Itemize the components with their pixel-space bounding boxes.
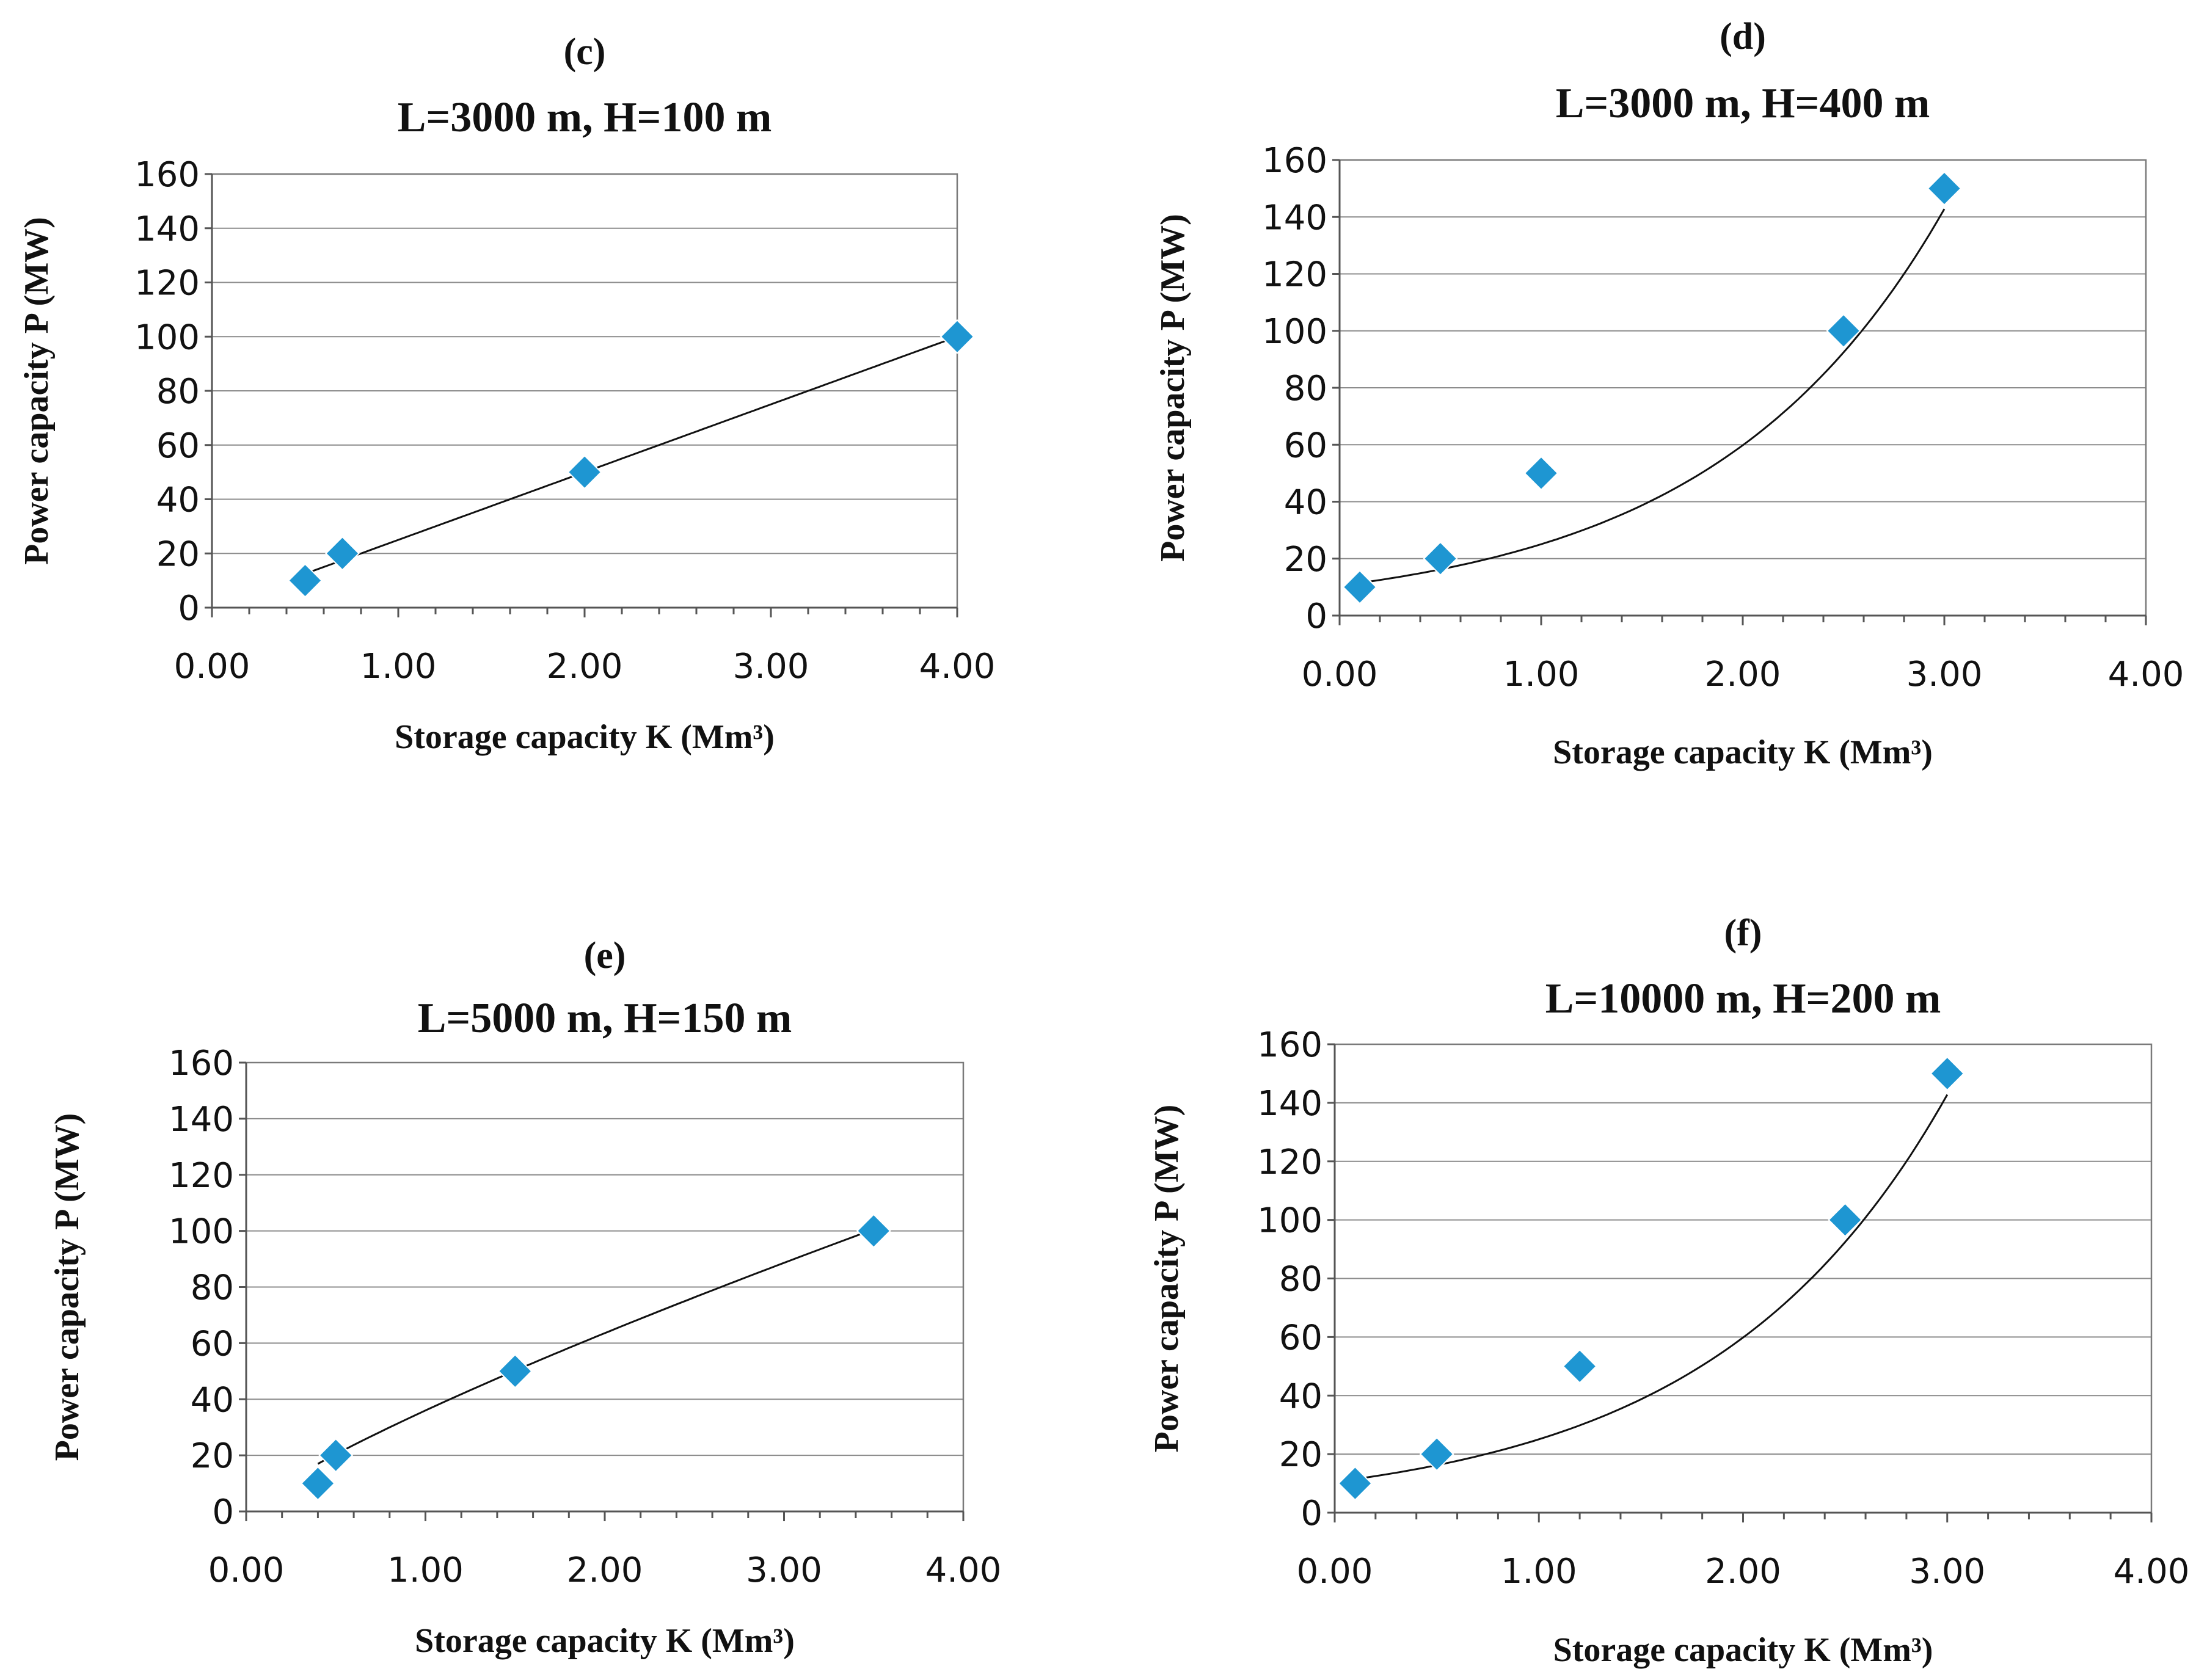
y-tick-label: 100 bbox=[1257, 1201, 1322, 1241]
data-point-marker bbox=[1930, 1056, 1965, 1091]
y-axis-label: Power capacity P (MW) bbox=[48, 1113, 86, 1461]
x-tick-label: 2.00 bbox=[567, 1551, 643, 1590]
y-tick-label: 160 bbox=[169, 1044, 234, 1083]
x-tick-label: 2.00 bbox=[1705, 1552, 1781, 1591]
y-tick-label: 40 bbox=[191, 1380, 234, 1420]
panel-letter: (d) bbox=[1720, 16, 1766, 57]
data-point-marker bbox=[1419, 1436, 1454, 1472]
data-point-marker bbox=[567, 454, 602, 490]
panel-letter: (f) bbox=[1724, 912, 1762, 954]
chart-title: L=3000 m, H=100 m bbox=[398, 94, 772, 141]
panel-letter: (e) bbox=[584, 935, 626, 976]
chart-title: L=3000 m, H=400 m bbox=[1556, 80, 1930, 127]
y-tick-label: 120 bbox=[169, 1156, 234, 1196]
x-tick-label: 1.00 bbox=[387, 1551, 464, 1590]
x-axis-label: Storage capacity K (Mm³) bbox=[395, 718, 775, 756]
y-tick-label: 20 bbox=[1279, 1435, 1322, 1475]
data-point-marker bbox=[856, 1213, 891, 1249]
trendline bbox=[317, 1228, 874, 1465]
x-tick-label: 2.00 bbox=[1705, 655, 1781, 694]
y-tick-label: 140 bbox=[1262, 198, 1327, 238]
x-axis-label: Storage capacity K (Mm³) bbox=[1553, 733, 1933, 771]
data-point-marker bbox=[1927, 171, 1962, 206]
x-tick-label: 3.00 bbox=[746, 1551, 822, 1590]
trendline bbox=[1355, 1094, 1949, 1480]
panel-letter: (c) bbox=[564, 31, 606, 73]
y-tick-label: 20 bbox=[1284, 540, 1327, 580]
y-tick-label: 0 bbox=[178, 589, 200, 628]
x-tick-label: 2.00 bbox=[547, 647, 623, 686]
y-axis-label: Power capacity P (MW) bbox=[1154, 214, 1192, 562]
x-tick-label: 4.00 bbox=[2114, 1552, 2190, 1591]
x-tick-label: 4.00 bbox=[925, 1551, 1002, 1590]
y-tick-label: 140 bbox=[169, 1100, 234, 1140]
x-tick-label: 3.00 bbox=[733, 647, 809, 686]
y-tick-label: 20 bbox=[156, 534, 200, 574]
y-tick-label: 0 bbox=[1300, 1494, 1322, 1533]
y-tick-label: 0 bbox=[1305, 597, 1327, 636]
x-tick-label: 1.00 bbox=[1501, 1552, 1577, 1591]
y-tick-label: 40 bbox=[1284, 483, 1327, 523]
chart-panel-3: (f) L=10000 m, H=200 m 0 20 40 60 80 100 120 140 1… bbox=[1148, 912, 2189, 1669]
data-point-marker bbox=[1562, 1348, 1597, 1384]
y-tick-label: 0 bbox=[212, 1493, 234, 1532]
y-tick-label: 20 bbox=[191, 1436, 234, 1476]
y-tick-label: 40 bbox=[1279, 1376, 1322, 1416]
y-tick-label: 120 bbox=[1257, 1143, 1322, 1182]
y-tick-label: 100 bbox=[169, 1212, 234, 1252]
data-point-marker bbox=[1826, 313, 1861, 349]
x-axis-label: Storage capacity K (Mm³) bbox=[1553, 1631, 1933, 1669]
data-point-marker bbox=[939, 319, 975, 354]
x-tick-label: 4.00 bbox=[2108, 655, 2184, 694]
data-point-marker bbox=[300, 1466, 335, 1501]
data-point-marker bbox=[1828, 1202, 1863, 1238]
y-tick-label: 140 bbox=[134, 209, 200, 249]
x-tick-label: 0.00 bbox=[1297, 1552, 1373, 1591]
x-tick-label: 4.00 bbox=[919, 647, 996, 686]
data-point-marker bbox=[1338, 1466, 1373, 1501]
y-tick-label: 80 bbox=[156, 372, 200, 412]
x-tick-label: 3.00 bbox=[1909, 1552, 1985, 1591]
x-tick-label: 0.00 bbox=[208, 1551, 285, 1590]
y-tick-label: 100 bbox=[134, 318, 200, 357]
y-tick-label: 100 bbox=[1262, 312, 1327, 352]
y-tick-label: 60 bbox=[1279, 1318, 1322, 1358]
y-tick-label: 120 bbox=[134, 264, 200, 304]
trendline bbox=[304, 335, 958, 575]
y-axis-label: Power capacity P (MW) bbox=[1148, 1105, 1186, 1453]
y-tick-label: 60 bbox=[1284, 426, 1327, 465]
x-tick-label: 0.00 bbox=[174, 647, 250, 686]
y-tick-label: 160 bbox=[134, 155, 200, 195]
chart-title: L=5000 m, H=150 m bbox=[418, 995, 792, 1042]
chart-panel-1: (d) L=3000 m, H=400 m 0 20 40 60 80 100 120 140 16… bbox=[1154, 16, 2184, 771]
data-point-marker bbox=[288, 563, 323, 598]
data-point-marker bbox=[318, 1438, 354, 1473]
y-tick-label: 140 bbox=[1257, 1084, 1322, 1124]
y-tick-label: 120 bbox=[1262, 255, 1327, 295]
x-tick-label: 0.00 bbox=[1302, 655, 1378, 694]
x-tick-label: 1.00 bbox=[1503, 655, 1580, 694]
y-tick-label: 80 bbox=[1279, 1260, 1322, 1300]
data-point-marker bbox=[1523, 456, 1559, 491]
data-point-marker bbox=[1342, 569, 1377, 605]
y-tick-label: 40 bbox=[156, 481, 200, 520]
data-point-marker bbox=[325, 536, 360, 571]
y-tick-label: 60 bbox=[191, 1324, 234, 1364]
y-tick-label: 60 bbox=[156, 426, 200, 466]
y-tick-label: 80 bbox=[191, 1268, 234, 1308]
chart-title: L=10000 m, H=200 m bbox=[1545, 975, 1941, 1022]
data-point-marker bbox=[497, 1353, 533, 1389]
x-tick-label: 1.00 bbox=[360, 647, 437, 686]
x-tick-label: 3.00 bbox=[1906, 655, 1983, 694]
chart-panel-2: (e) L=5000 m, H=150 m 0 20 40 60 80 100 120 140 16… bbox=[48, 935, 1001, 1660]
data-point-marker bbox=[1423, 541, 1458, 576]
y-axis-label: Power capacity P (MW) bbox=[18, 217, 56, 565]
chart-panel-0: (c) L=3000 m, H=100 m 0 20 40 60 80 100 120 140 16… bbox=[18, 31, 995, 756]
y-tick-label: 80 bbox=[1284, 369, 1327, 409]
trendline bbox=[1359, 208, 1946, 584]
y-tick-label: 160 bbox=[1257, 1025, 1322, 1065]
x-axis-label: Storage capacity K (Mm³) bbox=[415, 1622, 795, 1660]
y-tick-label: 160 bbox=[1262, 141, 1327, 181]
